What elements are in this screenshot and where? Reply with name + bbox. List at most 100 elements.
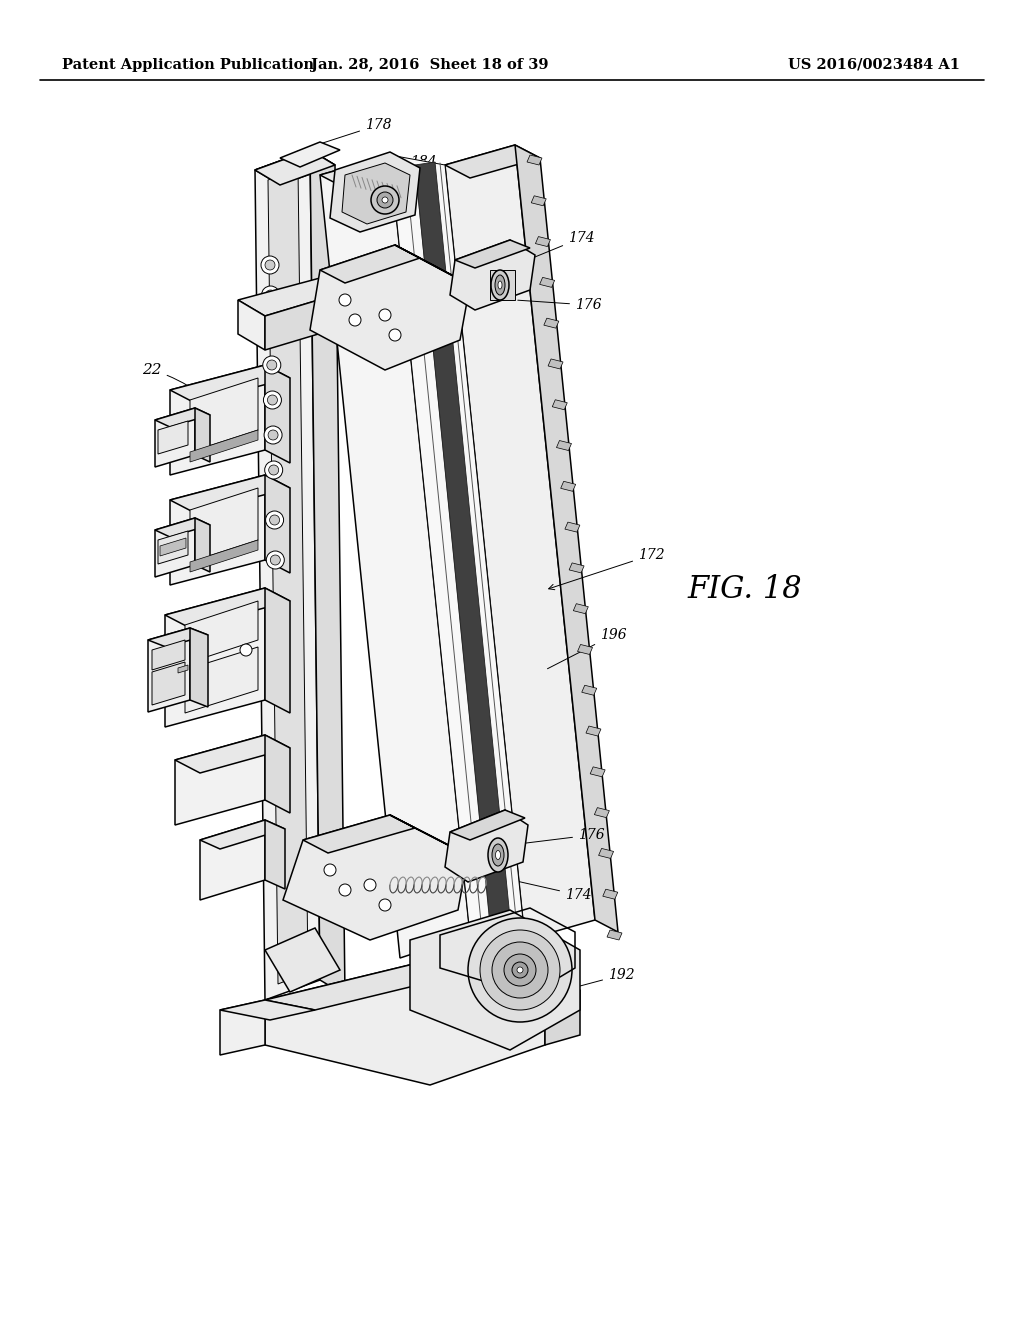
Text: 184: 184 [378,154,436,189]
Polygon shape [155,517,210,537]
Polygon shape [195,517,210,572]
Polygon shape [152,640,185,671]
Polygon shape [415,162,512,942]
Polygon shape [410,909,580,1049]
Circle shape [265,511,284,529]
Polygon shape [165,587,265,727]
Polygon shape [319,154,415,187]
Circle shape [266,325,276,335]
Circle shape [267,360,276,370]
Polygon shape [155,408,210,426]
Polygon shape [265,475,290,573]
Text: Jan. 28, 2016  Sheet 18 of 39: Jan. 28, 2016 Sheet 18 of 39 [311,58,549,73]
Polygon shape [190,628,208,708]
Polygon shape [175,735,290,774]
Polygon shape [390,814,492,869]
Polygon shape [445,145,595,940]
Polygon shape [303,814,415,853]
Polygon shape [283,814,468,940]
Polygon shape [265,928,340,993]
Ellipse shape [492,843,504,866]
Text: FIG. 18: FIG. 18 [688,574,803,606]
Circle shape [339,294,351,306]
Polygon shape [185,647,258,713]
Circle shape [268,465,279,475]
Polygon shape [255,150,335,185]
Polygon shape [155,408,195,467]
Polygon shape [255,150,319,1001]
Polygon shape [342,162,410,224]
Polygon shape [190,378,258,451]
Polygon shape [445,145,540,178]
Ellipse shape [495,275,505,294]
Text: Patent Application Publication: Patent Application Publication [62,58,314,73]
Polygon shape [390,154,525,940]
Circle shape [349,314,361,326]
Polygon shape [536,236,551,247]
Polygon shape [582,685,597,696]
Polygon shape [265,960,480,1010]
Circle shape [268,430,279,440]
Circle shape [265,290,275,300]
Polygon shape [152,663,185,705]
Polygon shape [220,1001,265,1055]
Circle shape [263,391,282,409]
Text: 174: 174 [511,231,595,267]
Polygon shape [280,143,340,168]
Circle shape [517,968,523,973]
Circle shape [364,879,376,891]
Polygon shape [603,890,617,899]
Polygon shape [561,482,575,491]
Polygon shape [190,540,258,572]
Polygon shape [515,145,618,932]
Circle shape [379,309,391,321]
Polygon shape [200,820,285,849]
Circle shape [480,931,560,1010]
Polygon shape [569,562,584,573]
Circle shape [270,554,281,565]
Polygon shape [158,421,188,454]
Polygon shape [265,735,290,813]
Polygon shape [185,601,258,664]
Text: 194: 194 [437,969,486,987]
Circle shape [240,644,252,656]
Circle shape [492,942,548,998]
Circle shape [324,865,336,876]
Polygon shape [590,767,605,777]
Text: US 2016/0023484 A1: US 2016/0023484 A1 [788,58,961,73]
Polygon shape [552,400,567,409]
Polygon shape [395,246,495,298]
Polygon shape [544,318,559,329]
Circle shape [377,191,393,209]
Polygon shape [265,820,285,888]
Circle shape [266,550,285,569]
Polygon shape [148,628,190,711]
Ellipse shape [488,838,508,873]
Polygon shape [160,539,186,556]
Circle shape [261,256,279,275]
Polygon shape [155,517,195,577]
Circle shape [269,515,280,525]
Circle shape [379,899,391,911]
Polygon shape [573,603,589,614]
Circle shape [263,356,281,374]
Polygon shape [586,726,601,737]
Polygon shape [450,240,535,310]
Polygon shape [200,820,265,900]
Polygon shape [238,300,265,350]
Polygon shape [195,408,210,462]
Polygon shape [170,475,290,513]
Polygon shape [265,366,290,463]
Polygon shape [330,152,420,232]
Polygon shape [599,849,613,858]
Polygon shape [556,441,571,450]
Polygon shape [540,277,555,288]
Circle shape [468,917,572,1022]
Ellipse shape [490,271,509,300]
Text: 196: 196 [548,628,627,669]
Circle shape [371,186,399,214]
Polygon shape [170,475,265,585]
Text: 176: 176 [518,298,602,312]
Polygon shape [490,271,515,300]
Circle shape [512,962,528,978]
